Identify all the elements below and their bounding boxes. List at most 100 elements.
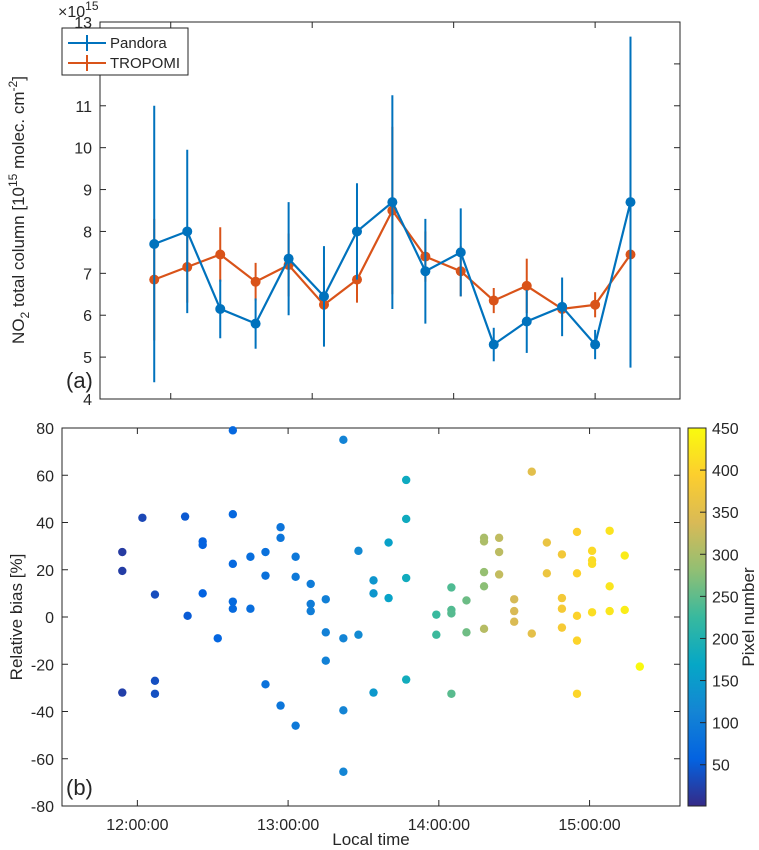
panel-a-ytick-label: 8 xyxy=(83,224,92,241)
legend-swatch-pandora xyxy=(68,35,106,51)
pandora-point xyxy=(283,253,294,264)
panel-b-xtick-label: 13:00:00 xyxy=(257,817,319,834)
bias-point xyxy=(447,583,456,592)
bias-point xyxy=(276,523,285,532)
bias-point xyxy=(228,597,238,606)
bias-point xyxy=(542,538,552,547)
panel-b-x-ticks: 12:00:00 13:00:00 14:00:00 15:00:00 xyxy=(106,428,621,834)
panel-a-exponent: ×1015 xyxy=(58,0,99,21)
bias-point xyxy=(276,701,285,710)
panel-b-ytick-label: 60 xyxy=(36,468,54,485)
legend-box xyxy=(61,27,189,76)
bias-point xyxy=(183,611,192,621)
bias-point xyxy=(228,510,238,519)
panel-a-legend: Pandora TROPOMI xyxy=(61,27,189,76)
panel-b-ytick-label: 80 xyxy=(36,421,54,438)
bias-point xyxy=(354,546,363,556)
bias-point xyxy=(605,606,614,616)
panel-a-ytick-label: 5 xyxy=(83,350,92,367)
bias-point xyxy=(339,706,348,715)
colorbar-gradient xyxy=(687,427,707,807)
panel-a-label: (a) xyxy=(66,368,93,393)
pandora-point xyxy=(521,316,532,327)
bias-point xyxy=(557,623,567,632)
panel-b-xtick-label: 12:00:00 xyxy=(106,817,168,834)
bias-point xyxy=(432,630,441,639)
bias-point xyxy=(150,676,160,685)
panel-b-xtick-label: 15:00:00 xyxy=(558,817,620,834)
bias-point xyxy=(479,624,489,634)
colorbar-tick-label: 300 xyxy=(712,547,739,564)
bias-point xyxy=(118,688,127,697)
bias-point xyxy=(321,656,330,665)
pandora-point xyxy=(387,197,398,208)
bias-point xyxy=(213,634,222,643)
bias-point xyxy=(198,540,207,550)
colorbar: 50 100 150 200 250 300 350 400 450 Pixel number xyxy=(687,421,758,807)
bias-point xyxy=(306,606,315,616)
panel-b: -80 -60 -40 -20 0 20 40 60 80 12:00:00 13:00:00 14… xyxy=(7,421,758,849)
bias-point xyxy=(276,533,285,543)
bias-point xyxy=(527,467,536,476)
bias-point xyxy=(462,596,471,605)
bias-point xyxy=(180,512,190,521)
bias-point xyxy=(138,513,147,522)
bias-point xyxy=(587,559,597,569)
tropomi-point xyxy=(250,276,261,287)
bias-point xyxy=(228,604,238,613)
bias-point xyxy=(620,605,629,615)
bias-point xyxy=(527,629,536,638)
series-pandora xyxy=(149,36,636,383)
tropomi-point xyxy=(521,280,532,291)
bias-point xyxy=(261,571,270,580)
panel-b-ytick-label: 0 xyxy=(45,610,54,627)
tropomi-point xyxy=(488,295,499,306)
bias-point xyxy=(339,767,348,776)
bias-point xyxy=(509,617,519,626)
pandora-point xyxy=(250,318,261,329)
bias-point xyxy=(401,675,411,684)
bias-point xyxy=(557,550,567,559)
bias-point xyxy=(321,628,330,637)
bias-point xyxy=(557,604,567,613)
pandora-point xyxy=(182,226,193,237)
bias-point xyxy=(494,547,504,557)
bias-point xyxy=(339,435,348,445)
bias-point xyxy=(118,547,127,557)
panel-a-ytick-label: 7 xyxy=(83,266,92,283)
bias-point xyxy=(572,527,582,537)
panel-a-ytick-label: 9 xyxy=(83,183,92,200)
tropomi-point xyxy=(590,299,601,310)
bias-point xyxy=(384,593,393,603)
bias-point xyxy=(401,573,411,583)
bias-point xyxy=(494,570,504,579)
pandora-point xyxy=(351,226,362,237)
bias-point xyxy=(246,604,255,613)
bias-point xyxy=(321,595,330,604)
colorbar-tick-label: 250 xyxy=(712,589,739,606)
bias-point xyxy=(447,609,456,618)
panel-b-label: (b) xyxy=(66,775,93,800)
panel-a-ytick-label: 6 xyxy=(83,308,92,325)
panel-b-ytick-label: -20 xyxy=(31,657,54,674)
bias-point xyxy=(572,636,582,645)
bias-point xyxy=(306,579,315,589)
bias-point xyxy=(228,559,238,569)
panel-b-ylabel: Relative bias [%] xyxy=(7,554,26,681)
panel-a-x-ticks xyxy=(170,22,596,399)
panel-b-ytick-label: -60 xyxy=(31,752,54,769)
legend-swatch-tropomi xyxy=(68,55,106,71)
panel-b-ytick-label: -40 xyxy=(31,705,54,722)
bias-point xyxy=(369,688,378,697)
legend-label-pandora: Pandora xyxy=(110,35,167,52)
bias-point xyxy=(339,634,348,643)
bias-point xyxy=(557,593,567,603)
bias-point xyxy=(494,533,504,543)
bias-point xyxy=(572,569,582,578)
panel-b-ytick-label: 20 xyxy=(36,563,54,580)
colorbar-tick-label: 350 xyxy=(712,505,739,522)
bias-point xyxy=(261,547,270,557)
bias-point xyxy=(479,582,489,591)
colorbar-tick-label: 400 xyxy=(712,463,739,480)
pandora-point xyxy=(488,339,499,350)
